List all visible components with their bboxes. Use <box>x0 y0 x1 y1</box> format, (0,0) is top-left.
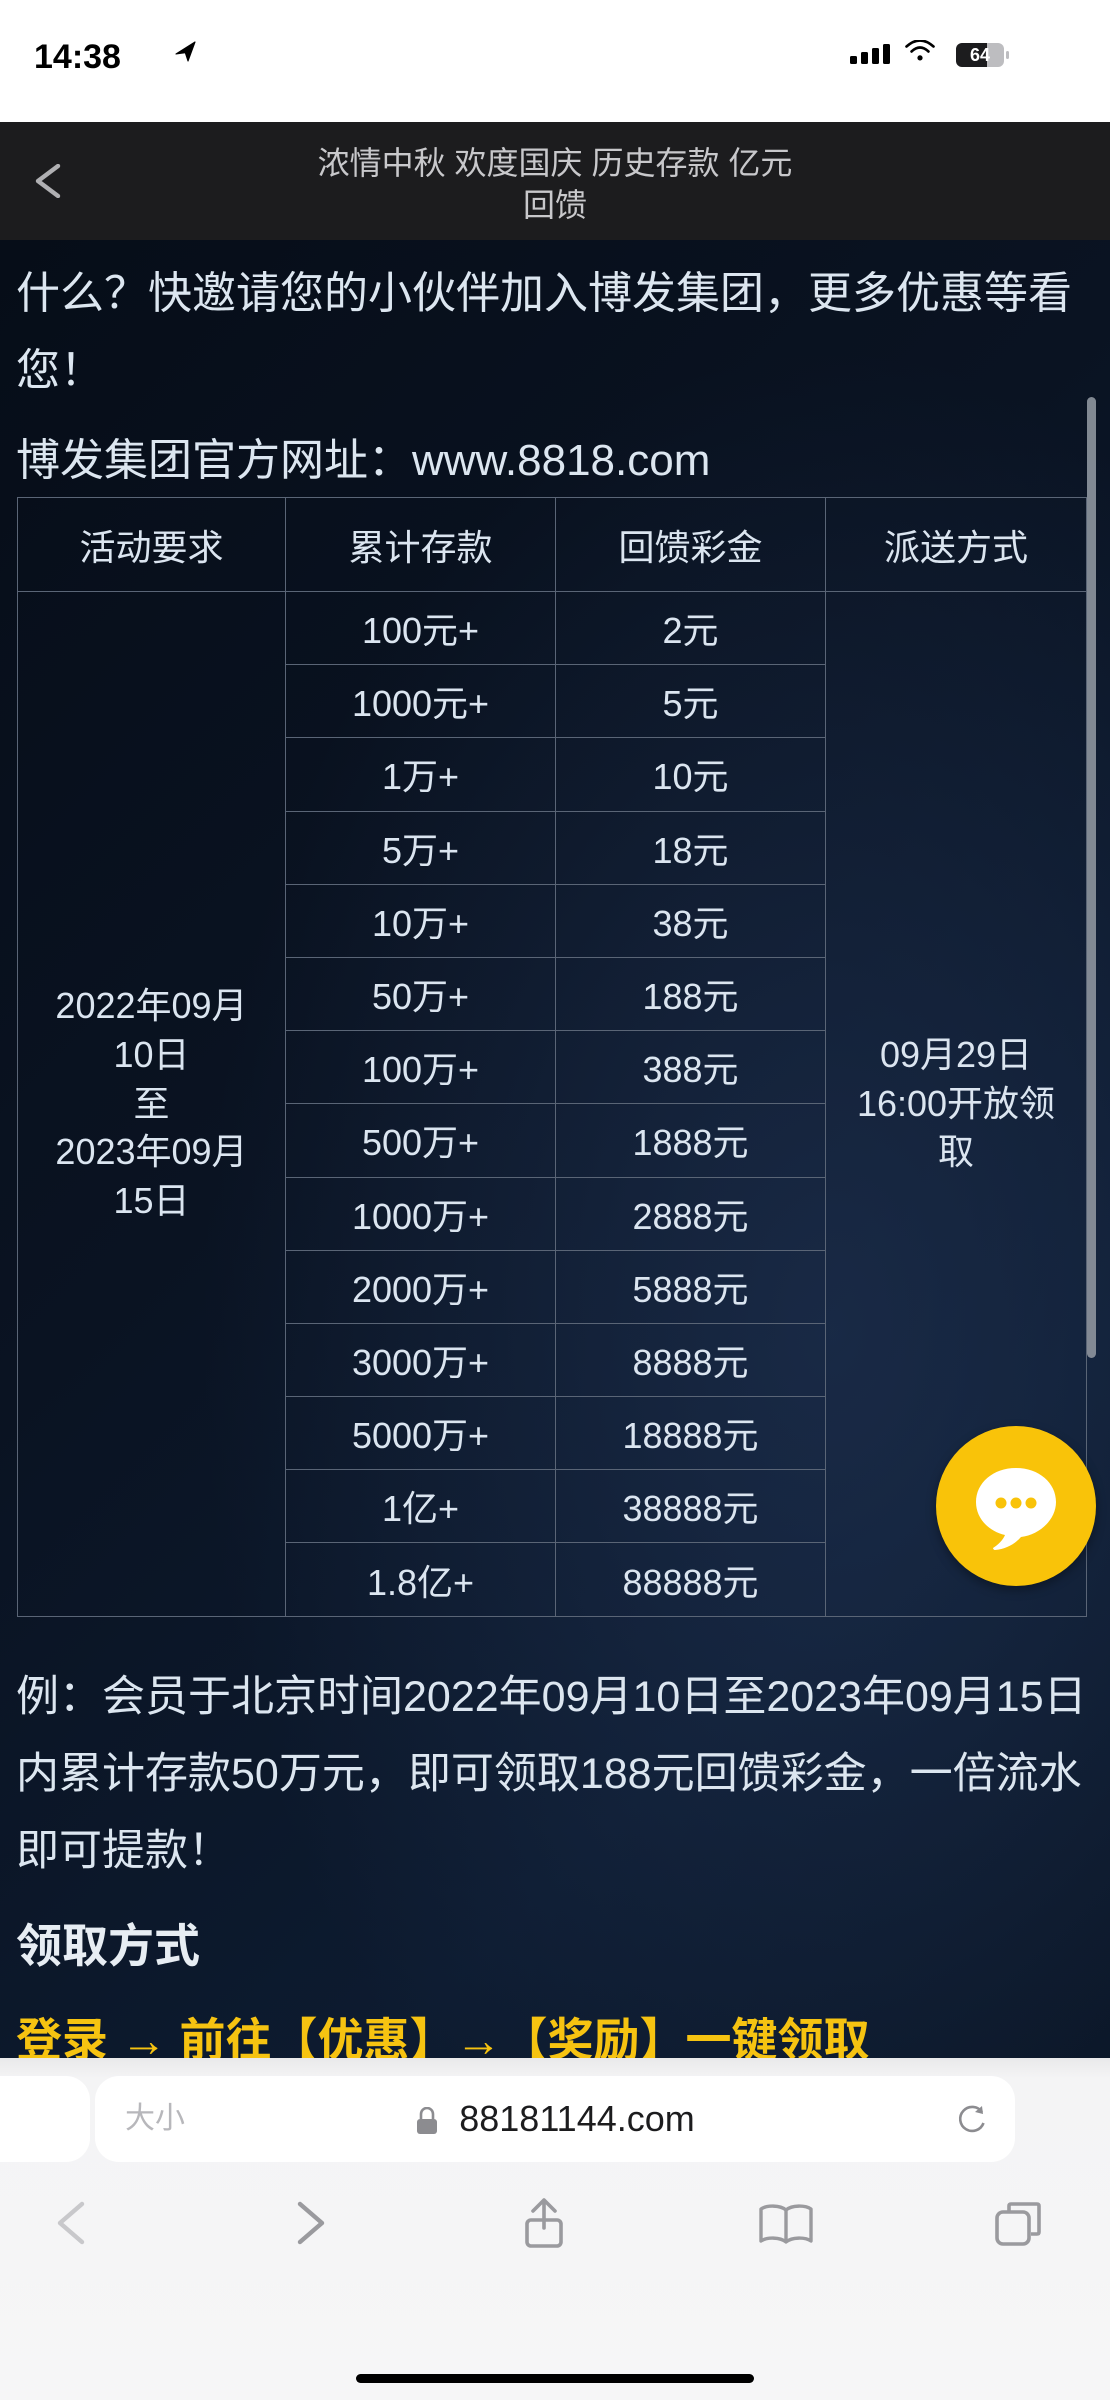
svg-text:64: 64 <box>970 45 990 65</box>
